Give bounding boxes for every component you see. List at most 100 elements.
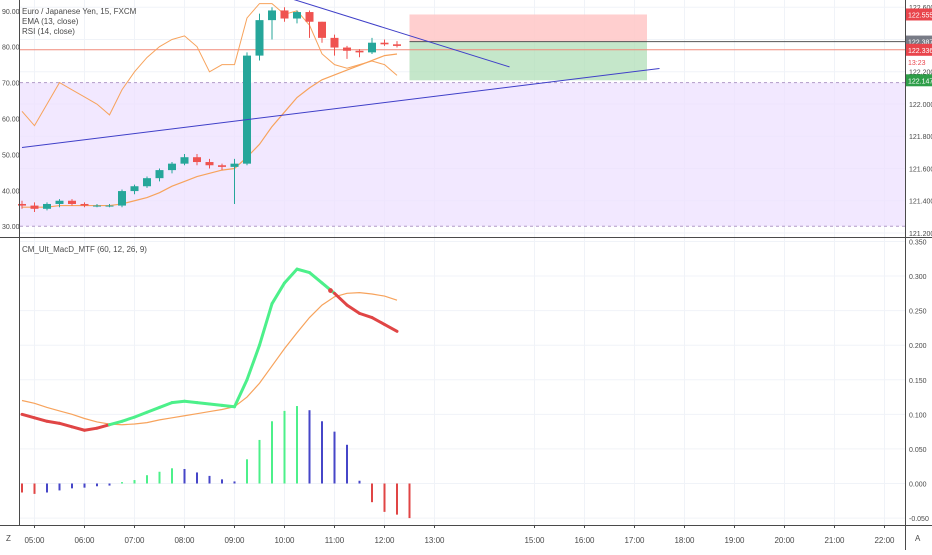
signal-line <box>21 292 398 426</box>
time-tick-label: 08:00 <box>174 536 195 545</box>
candle-body <box>343 47 351 51</box>
corner-label-right: A <box>915 534 921 543</box>
stop-loss-zone <box>409 14 647 42</box>
rsi-tick-label: 90.00 <box>2 9 20 16</box>
price-label-text: 13:23 <box>908 60 926 67</box>
time-tick-label: 15:00 <box>524 536 545 545</box>
macd-line-segment <box>58 421 74 429</box>
candle-body <box>118 191 126 206</box>
macd-tick-label: 0.100 <box>909 412 927 419</box>
macd-line-segment <box>258 302 274 347</box>
macd-tick-label: 0.250 <box>909 309 927 316</box>
candle-body <box>143 178 151 187</box>
candle-body <box>255 20 264 56</box>
trend-line <box>293 0 510 68</box>
time-tick-label: 11:00 <box>325 536 345 545</box>
candle-body <box>305 12 314 22</box>
price-tick-label: 121.800 <box>909 134 932 141</box>
time-tick-label: 05:00 <box>24 536 45 545</box>
price-label-text: 122.336 <box>908 48 932 55</box>
price-tick-label: 121.600 <box>909 166 932 173</box>
macd-tick-label: 0.200 <box>909 343 927 350</box>
time-tick-label: 19:00 <box>724 536 745 545</box>
candle-body <box>243 55 251 164</box>
macd-tick-label: 0.150 <box>909 378 927 385</box>
candle-body <box>393 44 401 46</box>
macd-line-segment <box>120 415 136 423</box>
macd-line-segment <box>133 410 149 419</box>
time-tick-label: 07:00 <box>124 536 145 545</box>
main-legend: Euro / Japanese Yen, 15, FXCM EMA (13, c… <box>22 7 136 37</box>
macd-tick-label: 0.350 <box>909 239 927 246</box>
macd-line-segment <box>158 401 174 409</box>
candle-body <box>380 42 389 45</box>
trend-line <box>21 68 660 149</box>
price-tick-label: 121.200 <box>909 231 932 238</box>
macd-line-segment <box>20 412 36 420</box>
price-label-badge <box>906 43 932 56</box>
time-tick-label: 10:00 <box>274 536 295 545</box>
macd-line-segment <box>170 399 186 405</box>
candle-body <box>18 203 26 206</box>
time-tick-label: 09:00 <box>224 536 245 545</box>
rsi-tick-label: 40.00 <box>2 188 20 195</box>
time-tick-label: 20:00 <box>774 536 795 545</box>
candle-body <box>355 50 364 53</box>
corner-label-left: Z <box>6 534 11 543</box>
macd-line-segment <box>333 291 349 307</box>
macd-line-segment <box>233 378 249 409</box>
candle-body <box>268 10 276 21</box>
macd-line-segment <box>95 423 111 430</box>
macd-tick-label: 0.000 <box>909 482 927 489</box>
time-tick-label: 18:00 <box>674 536 695 545</box>
macd-line-segment <box>208 402 224 407</box>
price-label-text: 122.555 <box>908 12 932 19</box>
macd-tick-label: -0.050 <box>909 516 929 523</box>
price-label-text: 122.387 <box>908 40 932 47</box>
candle-body <box>93 205 101 207</box>
time-tick-label: 16:00 <box>574 536 595 545</box>
macd-line-segment <box>345 303 361 315</box>
macd-line-segment <box>270 281 286 306</box>
macd-line-segment <box>108 419 124 427</box>
candle-body <box>330 37 339 48</box>
price-tick-label: 122.200 <box>909 70 932 77</box>
macd-line-segment <box>295 267 311 275</box>
macd-tick-label: 0.050 <box>909 447 927 454</box>
macd-line-segment <box>283 267 299 285</box>
price-tick-label: 121.400 <box>909 199 932 206</box>
price-tick-label: 122.000 <box>909 102 932 109</box>
rsi-band <box>20 82 905 227</box>
rsi-tick-label: 80.00 <box>2 45 20 52</box>
candle-body <box>230 163 239 167</box>
candle-body <box>293 12 301 19</box>
rsi-line <box>21 3 398 127</box>
macd-line-segment <box>70 425 86 432</box>
macd-line-segment <box>195 401 211 406</box>
candle-body <box>318 21 326 38</box>
main-title: Euro / Japanese Yen, 15, FXCM <box>22 7 137 16</box>
time-tick-label: 06:00 <box>74 536 95 545</box>
candle-body <box>30 205 39 209</box>
rsi-legend-label: RSI (14, close) <box>22 27 75 36</box>
candle-body <box>368 42 376 53</box>
cross-marker <box>328 288 333 293</box>
rsi-tick-label: 70.00 <box>2 81 20 88</box>
candle-body <box>205 162 214 166</box>
macd-line-segment <box>220 403 236 409</box>
candle-body <box>130 186 139 192</box>
candle-body <box>105 205 114 207</box>
candle-body <box>180 157 189 164</box>
price-label-badge <box>906 8 932 21</box>
candle-body <box>168 163 176 171</box>
time-tick-label: 22:00 <box>874 536 895 545</box>
macd-line-segment <box>358 311 374 320</box>
price-label-badge <box>906 74 932 87</box>
macd-line-segment <box>183 399 199 405</box>
macd-line-segment <box>33 416 49 423</box>
macd-legend: CM_Ult_MacD_MTF (60, 12, 26, 9) <box>22 245 147 255</box>
time-tick-label: 12:00 <box>374 536 395 545</box>
candle-body <box>218 165 226 167</box>
